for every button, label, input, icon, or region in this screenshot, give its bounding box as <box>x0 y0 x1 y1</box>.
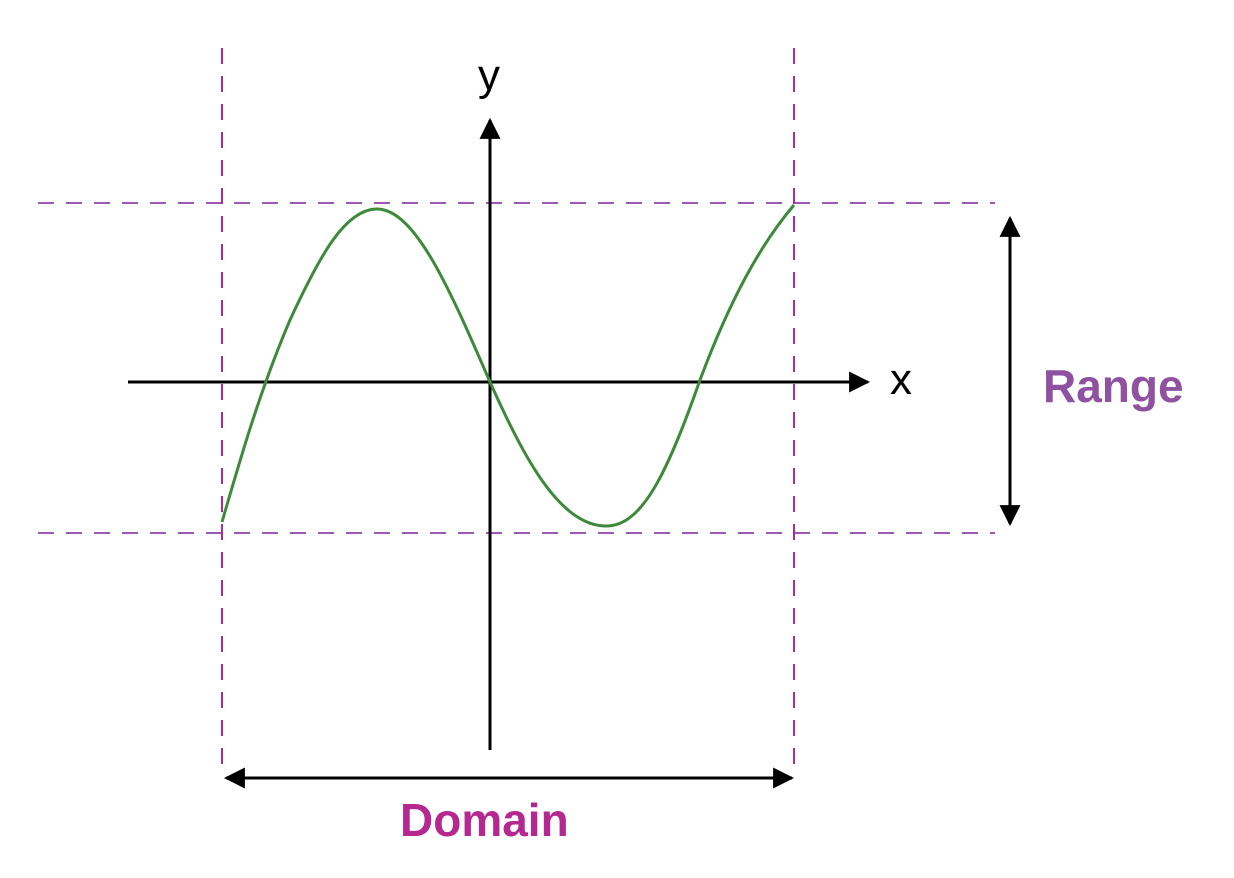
range-label: Range <box>1043 360 1184 412</box>
y-axis-label: y <box>478 51 500 100</box>
function-curve <box>220 204 796 528</box>
domain-label: Domain <box>400 794 569 846</box>
x-axis-label: x <box>890 355 912 404</box>
